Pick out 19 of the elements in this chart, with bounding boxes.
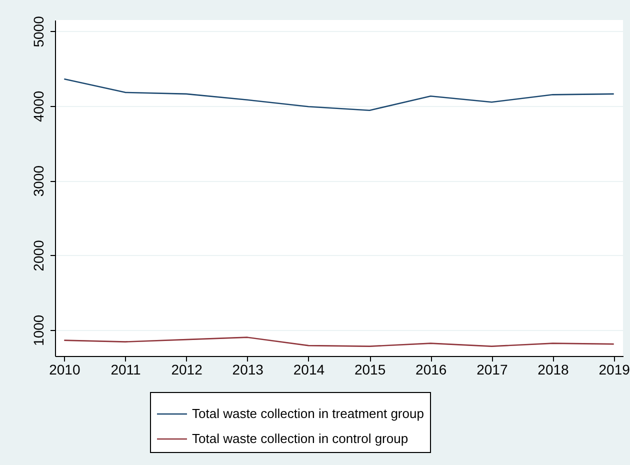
legend-label: Total waste collection in control group (192, 431, 408, 446)
x-tick-label: 2019 (598, 362, 630, 378)
x-tick-label: 2012 (171, 362, 203, 378)
x-tick-label: 2016 (416, 362, 447, 378)
x-tick-label: 2013 (232, 362, 264, 378)
line-series (64, 336, 614, 347)
x-tick-label: 2010 (49, 362, 80, 378)
x-tick-label: 2011 (110, 362, 141, 378)
y-tick-label: 5000 (30, 16, 46, 48)
y-tick-label: 4000 (30, 90, 46, 122)
y-tick-label: 3000 (30, 165, 46, 197)
line-series (64, 78, 614, 111)
y-tick-label: 1000 (30, 314, 46, 346)
legend-label: Total waste collection in treatment group (192, 406, 424, 421)
x-tick-label: 2017 (476, 362, 508, 378)
y-tick-label: 2000 (30, 240, 46, 272)
x-tick-label: 2015 (354, 362, 386, 378)
x-tick-label: 2018 (538, 362, 570, 378)
x-tick-label: 2014 (293, 362, 325, 378)
